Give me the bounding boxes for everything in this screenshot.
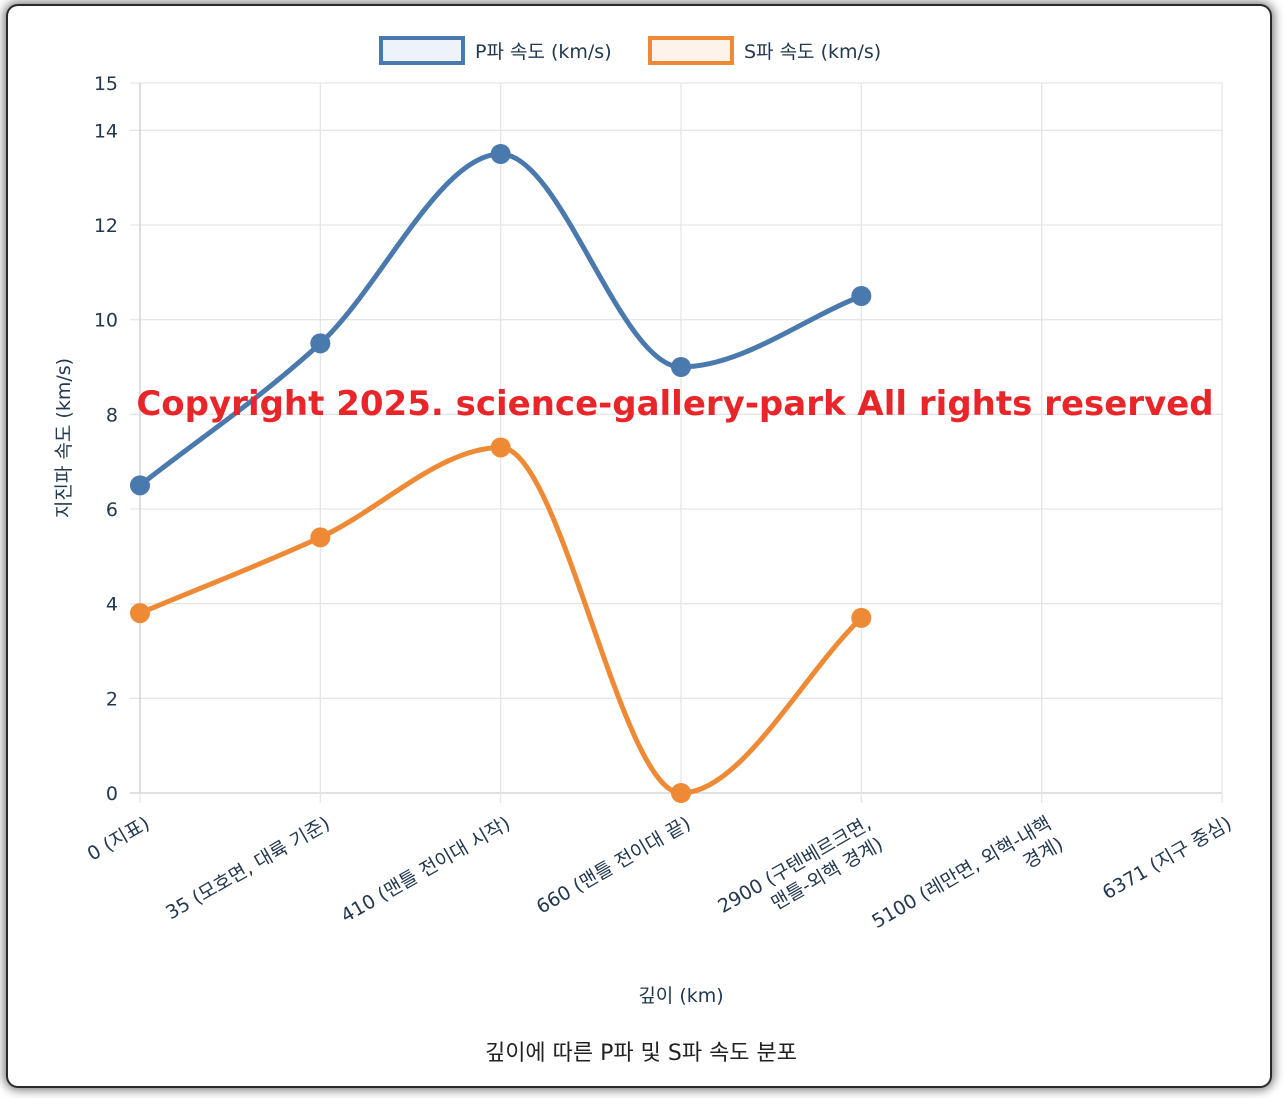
data-point-s-wave <box>671 783 691 803</box>
legend-swatch-p-wave <box>379 36 465 65</box>
x-tick-label: 5100 (레만면, 외핵-내핵경계) <box>868 812 1067 953</box>
data-point-p-wave <box>490 144 511 164</box>
legend: P파 속도 (km/s) S파 속도 (km/s) <box>379 36 881 65</box>
y-tick-label: 8 <box>106 404 118 426</box>
x-tick-label-line: 6371 (지구 중심) <box>1099 812 1236 904</box>
x-tick-label-line: 660 (맨틀 전이대 끝) <box>533 812 695 918</box>
x-tick-labels: 0 (지표) 35 (모호면, 대륙 기준) 410 (맨틀 전이대 시작) 660 … <box>84 812 1236 953</box>
series-line-s-wave <box>137 444 864 796</box>
legend-label-s-wave: S파 속도 (km/s) <box>744 41 881 63</box>
data-point-s-wave <box>310 527 331 548</box>
y-tick-label: 2 <box>106 688 118 710</box>
x-tick-label: 660 (맨틀 전이대 끝) <box>533 812 695 918</box>
chart-caption: 깊이에 따른 P파 및 S파 속도 분포 <box>485 1041 797 1066</box>
x-tick-label: 2900 (구텐베르크면,맨틀-외핵 경계) <box>714 812 887 938</box>
x-tick-label-line: 35 (모호면, 대륙 기준) <box>162 812 334 924</box>
legend-swatch-s-wave <box>648 36 734 65</box>
x-tick-label: 35 (모호면, 대륙 기준) <box>162 812 334 924</box>
y-tick-label: 15 <box>94 73 118 95</box>
y-tick-label: 10 <box>94 310 118 332</box>
y-tick-labels: 0 2 4 6 8 10 12 14 15 <box>94 73 118 805</box>
copyright-watermark: Copyright 2025. science-gallery-park All… <box>136 384 1213 424</box>
y-tick-label: 0 <box>106 783 118 805</box>
y-tick-label: 4 <box>106 594 118 616</box>
x-tick-label-line: 410 (맨틀 전이대 시작) <box>337 812 514 927</box>
data-point-p-wave <box>310 333 331 354</box>
data-point-s-wave <box>490 437 511 458</box>
x-axis-title: 깊이 (km) <box>638 985 723 1007</box>
data-point-p-wave <box>851 286 872 306</box>
data-point-p-wave <box>130 475 150 496</box>
y-tick-label: 12 <box>94 215 118 237</box>
x-tick-label: 0 (지표) <box>84 812 154 865</box>
series-points <box>130 144 872 803</box>
y-tick-label: 14 <box>94 120 118 142</box>
data-point-p-wave <box>671 357 691 377</box>
data-point-s-wave <box>130 603 150 624</box>
legend-label-p-wave: P파 속도 (km/s) <box>475 41 612 63</box>
x-tick-label-line: 5100 (레만면, 외핵-내핵 <box>868 812 1055 933</box>
chart-frame <box>8 6 1270 1086</box>
y-axis-title: 지진파 속도 (km/s) <box>53 358 75 518</box>
y-tick-label: 6 <box>106 499 118 521</box>
x-tick-label-line: 0 (지표) <box>84 812 154 865</box>
x-tick-label: 410 (맨틀 전이대 시작) <box>337 812 514 927</box>
x-tick-label: 6371 (지구 중심) <box>1099 812 1236 904</box>
data-point-s-wave <box>851 607 872 628</box>
grid-lines <box>130 82 1223 803</box>
